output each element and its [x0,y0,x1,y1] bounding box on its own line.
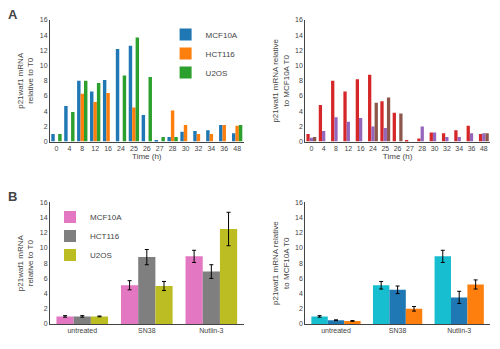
svg-text:p21waf1 mRNA relativeto MCF10A: p21waf1 mRNA relativeto MCF10A T0 [271,221,290,305]
svg-text:32: 32 [443,145,451,152]
svg-text:10: 10 [295,62,303,69]
svg-text:8: 8 [44,77,48,84]
svg-text:27: 27 [156,145,164,152]
svg-text:28: 28 [418,145,426,152]
svg-text:Time (h): Time (h) [383,152,413,161]
svg-text:SN38: SN38 [389,327,407,334]
svg-text:4: 4 [299,290,303,297]
svg-text:Time (h): Time (h) [132,152,162,161]
svg-text:0: 0 [44,138,48,145]
svg-text:14: 14 [40,32,48,39]
svg-text:6: 6 [299,92,303,99]
svg-text:HCT116: HCT116 [206,50,236,59]
svg-text:2: 2 [44,123,48,130]
svg-text:MCF10A: MCF10A [206,31,238,40]
svg-text:30: 30 [431,145,439,152]
svg-text:6: 6 [44,275,48,282]
svg-text:8: 8 [299,260,303,267]
svg-text:untreated: untreated [67,327,97,334]
svg-text:32: 32 [195,145,203,152]
svg-text:16: 16 [40,199,48,206]
svg-text:Nutlin-3: Nutlin-3 [199,327,223,334]
svg-text:2: 2 [299,123,303,130]
svg-text:6: 6 [44,92,48,99]
svg-text:8: 8 [80,145,84,152]
svg-text:HCT116: HCT116 [90,232,120,241]
svg-text:16: 16 [104,145,112,152]
svg-text:untreated: untreated [321,327,351,334]
svg-text:10: 10 [40,62,48,69]
svg-text:24: 24 [117,145,125,152]
svg-text:p21waf1 mRNArelative to T0: p21waf1 mRNArelative to T0 [16,235,35,292]
svg-text:12: 12 [91,145,99,152]
svg-text:B: B [8,189,17,204]
svg-text:16: 16 [40,16,48,23]
svg-text:U2OS: U2OS [206,69,228,78]
svg-text:36: 36 [468,145,476,152]
svg-text:12: 12 [40,229,48,236]
svg-text:8: 8 [299,77,303,84]
svg-text:10: 10 [295,244,303,251]
svg-text:16: 16 [295,16,303,23]
svg-text:SN38: SN38 [138,327,156,334]
svg-text:MCF10A: MCF10A [90,213,122,222]
svg-text:4: 4 [322,145,326,152]
svg-text:12: 12 [40,47,48,54]
svg-text:0: 0 [299,320,303,327]
svg-text:0: 0 [309,145,313,152]
svg-text:10: 10 [40,244,48,251]
svg-text:4: 4 [67,145,71,152]
svg-text:A: A [8,7,18,22]
svg-text:6: 6 [299,275,303,282]
svg-text:16: 16 [295,199,303,206]
svg-text:4: 4 [44,108,48,115]
svg-text:48: 48 [233,145,241,152]
svg-text:27: 27 [406,145,414,152]
svg-text:28: 28 [169,145,177,152]
svg-text:4: 4 [299,108,303,115]
svg-text:0: 0 [44,320,48,327]
svg-text:2: 2 [299,305,303,312]
svg-text:12: 12 [295,229,303,236]
svg-text:p21waf1 mRNA relativeto MCF10A: p21waf1 mRNA relativeto MCF10A T0 [271,38,290,122]
svg-text:12: 12 [344,145,352,152]
svg-text:8: 8 [44,260,48,267]
svg-text:34: 34 [207,145,215,152]
svg-text:12: 12 [295,47,303,54]
svg-text:14: 14 [295,32,303,39]
svg-text:16: 16 [357,145,365,152]
svg-text:14: 14 [295,214,303,221]
svg-text:2: 2 [44,305,48,312]
svg-text:30: 30 [182,145,190,152]
svg-text:U2OS: U2OS [90,251,112,260]
svg-text:4: 4 [44,290,48,297]
svg-text:8: 8 [334,145,338,152]
svg-text:24: 24 [369,145,377,152]
svg-text:48: 48 [480,145,488,152]
svg-text:14: 14 [40,214,48,221]
svg-text:26: 26 [143,145,151,152]
svg-text:Nutlin-3: Nutlin-3 [447,327,471,334]
svg-text:34: 34 [455,145,463,152]
svg-text:0: 0 [299,138,303,145]
svg-text:26: 26 [394,145,402,152]
svg-text:25: 25 [130,145,138,152]
svg-text:36: 36 [220,145,228,152]
svg-text:p21waf1 mRNArelative to T0: p21waf1 mRNArelative to T0 [16,52,35,109]
svg-text:0: 0 [54,145,58,152]
svg-text:25: 25 [381,145,389,152]
